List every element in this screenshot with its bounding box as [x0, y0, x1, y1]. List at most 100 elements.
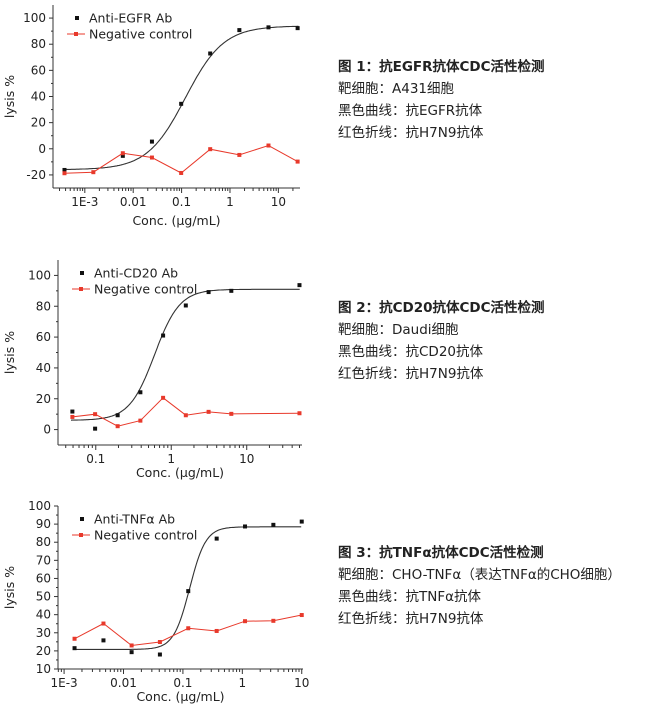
y-axis-label: lysis % — [2, 331, 17, 374]
legend-item: Negative control — [67, 27, 192, 42]
legend-item: Anti-EGFR Ab — [75, 11, 172, 26]
data-point — [186, 626, 191, 631]
data-point — [229, 411, 234, 416]
y-tick-label: 80 — [36, 535, 51, 549]
data-point — [295, 159, 300, 164]
data-point — [101, 621, 106, 626]
figure-1-red-line-note: 红色折线：抗H7N9抗体 — [338, 125, 484, 141]
chart-1: -20 0 20 40 60 80 100 1E-3 0.01 0.1 1 10 Conc. (μg/m… — [2, 5, 300, 228]
chart-3: 10 20 30 40 50 60 70 80 90 100 1E-3 0.01 0.1 1 10 Conc.… — [2, 499, 309, 704]
y-tick-label: 10 — [36, 662, 51, 676]
figure-3-target-cells: 靶细胞：CHO-TNFα（表达TNFα的CHO细胞） — [338, 567, 621, 583]
data-point — [183, 303, 188, 308]
data-point — [93, 412, 98, 417]
data-point — [297, 283, 302, 288]
legend-label: Negative control — [89, 27, 192, 42]
figure-3-red-line-note: 红色折线：抗H7N9抗体 — [338, 611, 484, 627]
data-point — [72, 636, 77, 641]
y-tick-label: 30 — [36, 626, 51, 640]
data-point — [214, 536, 219, 541]
data-point — [243, 619, 248, 624]
y-tick-label: 90 — [36, 517, 51, 531]
data-point — [243, 524, 248, 529]
y-tick-label: 50 — [36, 590, 51, 604]
data-point — [214, 628, 219, 633]
y-tick-label: 60 — [31, 63, 46, 77]
x-axis-label: Conc. (μg/mL) — [136, 689, 224, 704]
legend-marker — [75, 16, 79, 20]
legend-label: Negative control — [94, 528, 197, 543]
figure-2-black-curve-note: 黑色曲线：抗CD20抗体 — [338, 344, 483, 360]
data-point — [149, 155, 154, 160]
data-point — [206, 409, 211, 414]
y-tick-label: 40 — [36, 608, 51, 622]
x-tick-label: 0.1 — [172, 195, 191, 209]
legend-item: Anti-TNFα Ab — [80, 512, 175, 527]
legend-item: Negative control — [72, 528, 197, 543]
data-point — [297, 411, 302, 416]
series-antibody — [70, 283, 302, 431]
control-line — [72, 397, 300, 427]
x-tick-label: 1 — [167, 452, 175, 466]
y-tick-label: 20 — [36, 644, 51, 658]
x-tick-label: 1E-3 — [71, 195, 98, 209]
x-tick-label: 1 — [226, 195, 234, 209]
data-point — [120, 151, 125, 156]
legend-label: Negative control — [94, 282, 197, 297]
legend-marker — [79, 287, 83, 291]
figure-2-description: 图 2：抗CD20抗体CDC活性检测 靶细胞：Daudi细胞 黑色曲线：抗CD2… — [338, 297, 545, 385]
y-tick-label: 70 — [36, 553, 51, 567]
series-antibody — [72, 519, 304, 657]
data-point — [115, 413, 120, 418]
y-tick-label: 40 — [31, 90, 46, 104]
legend-label: Anti-CD20 Ab — [94, 266, 178, 281]
data-point — [237, 28, 242, 33]
figure-3-description: 图 3：抗TNFα抗体CDC活性检测 靶细胞：CHO-TNFα（表达TNFα的C… — [338, 542, 621, 630]
legend-marker — [80, 271, 84, 275]
data-point — [157, 652, 162, 657]
x-tick-label: 10 — [271, 195, 286, 209]
data-point — [208, 51, 213, 56]
data-point — [237, 152, 242, 157]
x-tick-label: 0.1 — [86, 452, 105, 466]
series-negative-control — [70, 395, 302, 429]
legend-label: Anti-TNFα Ab — [94, 512, 175, 527]
data-point — [183, 413, 188, 418]
series-negative-control — [72, 613, 304, 648]
data-point — [206, 290, 211, 295]
x-tick-label: 0.1 — [173, 676, 192, 690]
y-tick-label: 0 — [38, 142, 46, 156]
y-tick-label: 60 — [36, 571, 51, 585]
data-point — [299, 613, 304, 618]
y-tick-label: 100 — [23, 11, 46, 25]
y-tick-label: -20 — [26, 168, 46, 182]
legend-marker — [79, 533, 83, 537]
data-point — [129, 650, 134, 655]
chart-2: 0 20 40 60 80 100 0.1 1 10 Conc. (μg/mL) lysis % An… — [2, 260, 302, 480]
legend-item: Anti-CD20 Ab — [80, 266, 178, 281]
y-tick-label: 0 — [43, 423, 51, 437]
data-point — [72, 646, 77, 651]
data-point — [62, 167, 67, 172]
x-tick-label: 1 — [239, 676, 247, 690]
data-point — [149, 139, 154, 144]
legend-marker — [74, 32, 78, 36]
data-point — [157, 640, 162, 645]
data-point — [295, 26, 300, 31]
data-point — [70, 409, 75, 414]
figure-3-title: 图 3：抗TNFα抗体CDC活性检测 — [338, 545, 544, 561]
y-tick-label: 100 — [28, 268, 51, 282]
y-tick-label: 60 — [36, 330, 51, 344]
y-tick-label: 40 — [36, 361, 51, 375]
data-point — [62, 171, 67, 176]
y-axis-label: lysis % — [2, 566, 17, 609]
figure-2-title: 图 2：抗CD20抗体CDC活性检测 — [338, 300, 545, 316]
data-point — [186, 589, 191, 594]
legend-marker — [80, 517, 84, 521]
legend-item: Negative control — [72, 282, 197, 297]
data-point — [115, 424, 120, 429]
data-point — [91, 170, 96, 175]
x-tick-label: 10 — [239, 452, 254, 466]
data-point — [179, 101, 184, 106]
